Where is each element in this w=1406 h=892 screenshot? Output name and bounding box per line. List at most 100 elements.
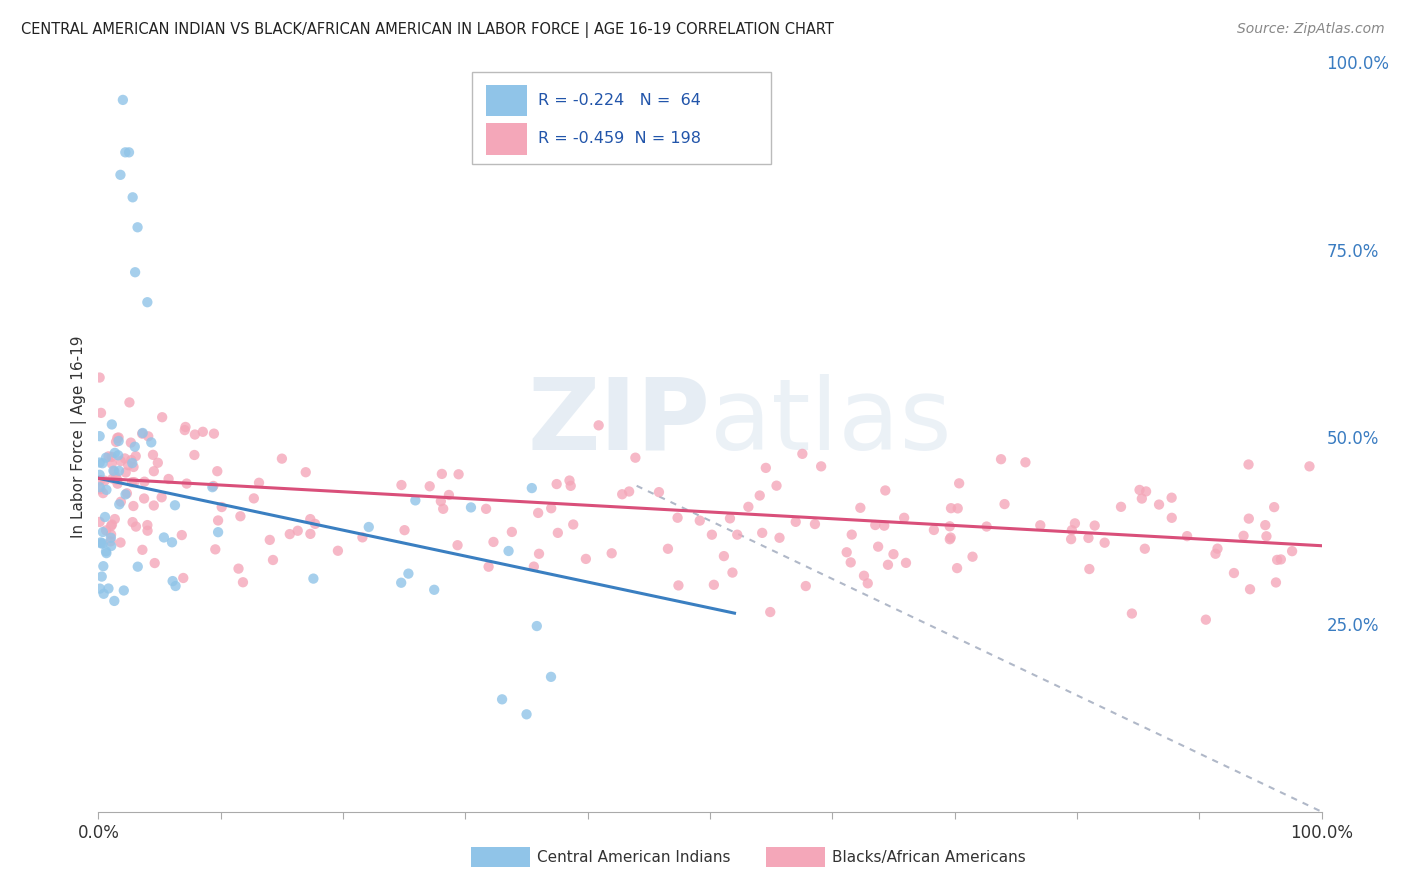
Point	[131, 426, 153, 441]
Point	[558, 474, 581, 488]
Point	[232, 575, 254, 590]
Point	[89, 482, 111, 496]
Point	[1128, 483, 1150, 497]
Point	[1281, 544, 1303, 558]
Point	[110, 535, 132, 549]
Point	[90, 406, 112, 420]
Point	[89, 515, 111, 529]
Point	[107, 448, 129, 462]
Point	[131, 542, 153, 557]
Point	[122, 475, 145, 489]
Point	[976, 519, 998, 533]
Point	[768, 531, 790, 545]
Point	[882, 547, 904, 561]
Point	[447, 467, 470, 482]
Point	[107, 430, 129, 444]
Text: Central American Indians: Central American Indians	[537, 850, 731, 864]
Point	[134, 475, 156, 489]
Point	[657, 541, 679, 556]
Point	[703, 578, 725, 592]
Point	[89, 582, 111, 596]
Point	[90, 569, 112, 583]
Point	[547, 525, 569, 540]
Point	[894, 556, 917, 570]
Point	[482, 535, 505, 549]
Point	[839, 556, 862, 570]
Point	[648, 485, 671, 500]
Point	[575, 552, 598, 566]
Point	[114, 451, 136, 466]
Point	[125, 519, 148, 533]
Point	[1237, 458, 1260, 472]
Point	[176, 476, 198, 491]
Point	[96, 546, 118, 560]
Point	[713, 549, 735, 563]
Point	[136, 524, 159, 538]
Point	[748, 489, 770, 503]
Point	[229, 509, 252, 524]
Point	[1256, 529, 1278, 543]
Y-axis label: In Labor Force | Age 16-19: In Labor Force | Age 16-19	[72, 335, 87, 539]
Point	[1130, 491, 1153, 506]
Point	[278, 527, 301, 541]
Point	[124, 440, 146, 454]
Point	[540, 501, 562, 516]
Point	[136, 295, 159, 310]
Point	[163, 498, 186, 512]
Point	[143, 556, 166, 570]
Point	[89, 429, 111, 443]
Point	[101, 417, 124, 432]
Point	[91, 486, 114, 500]
Point	[124, 265, 146, 279]
Point	[97, 582, 120, 596]
Point	[108, 464, 131, 478]
Point	[526, 619, 548, 633]
FancyBboxPatch shape	[486, 123, 526, 154]
Text: R = -0.459  N = 198: R = -0.459 N = 198	[537, 131, 700, 146]
Point	[446, 538, 468, 552]
Point	[938, 519, 960, 533]
Point	[101, 457, 124, 471]
Point	[868, 540, 890, 554]
Point	[121, 456, 143, 470]
Point	[873, 518, 896, 533]
Point	[107, 476, 129, 491]
Point	[94, 450, 117, 465]
Point	[136, 429, 159, 443]
Point	[501, 524, 523, 539]
Point	[419, 479, 441, 493]
Point	[89, 370, 111, 384]
Point	[94, 510, 117, 524]
Text: atlas: atlas	[710, 374, 952, 471]
Point	[91, 559, 114, 574]
Point	[101, 472, 124, 486]
Point	[228, 561, 250, 575]
Point	[114, 466, 136, 480]
Point	[1077, 531, 1099, 545]
Point	[1298, 459, 1320, 474]
Point	[352, 530, 374, 544]
Point	[120, 435, 142, 450]
Point	[142, 464, 165, 478]
Point	[939, 501, 962, 516]
Point	[110, 454, 132, 468]
Point	[104, 512, 127, 526]
Point	[160, 535, 183, 549]
Point	[101, 517, 124, 532]
Point	[520, 481, 543, 495]
Point	[93, 474, 115, 488]
Point	[153, 531, 176, 545]
Point	[430, 467, 453, 481]
Point	[104, 446, 127, 460]
Point	[121, 190, 143, 204]
Point	[1060, 523, 1083, 537]
Point	[785, 515, 807, 529]
Point	[207, 513, 229, 527]
Point	[162, 574, 184, 588]
Point	[259, 533, 281, 547]
Point	[93, 587, 115, 601]
Point	[170, 528, 193, 542]
Point	[990, 452, 1012, 467]
Point	[1232, 529, 1254, 543]
Point	[875, 483, 897, 498]
